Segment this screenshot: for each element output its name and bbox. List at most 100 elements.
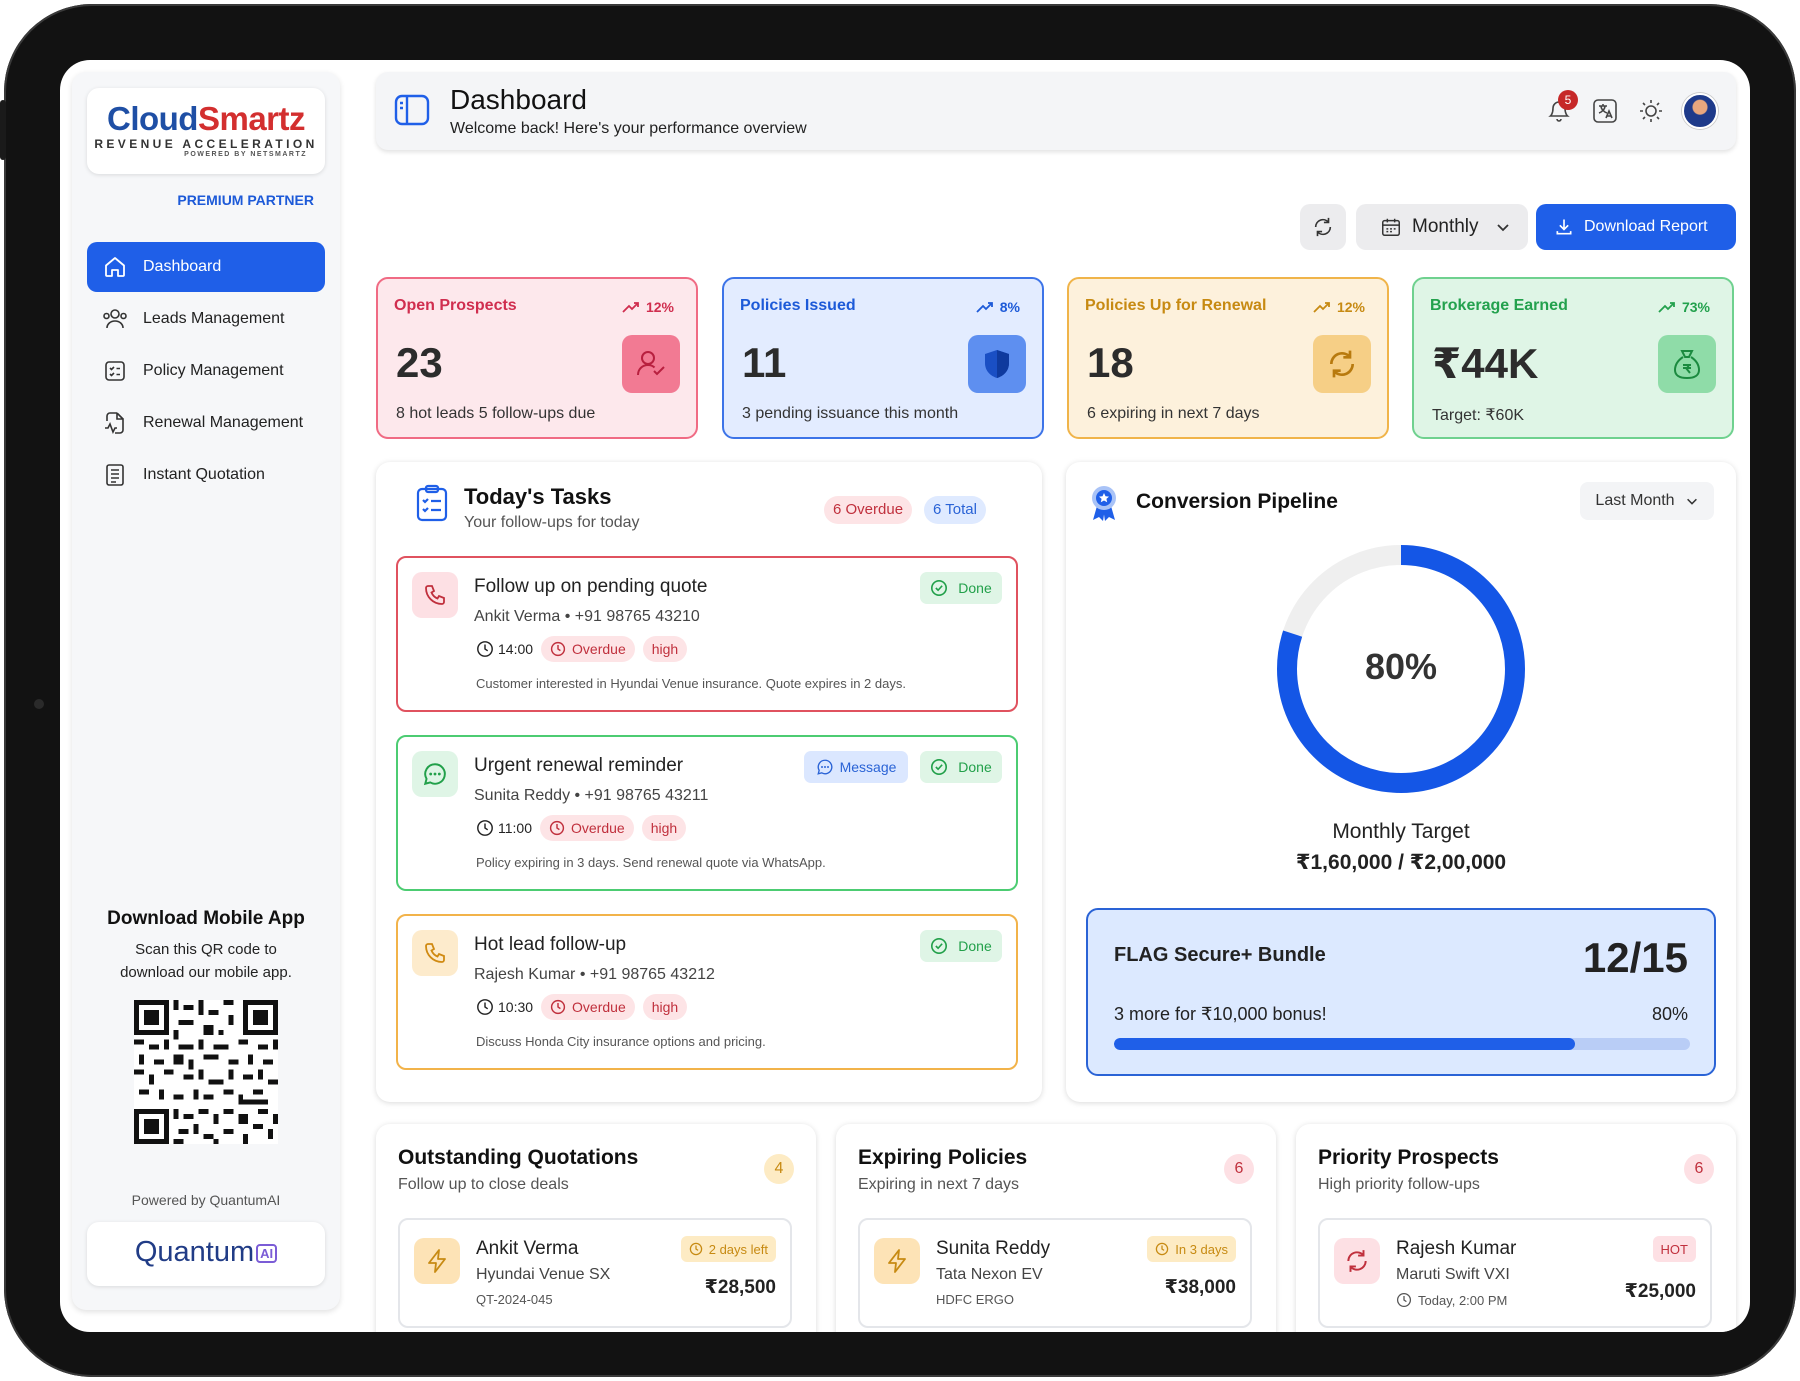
sidebar-toggle-icon[interactable]	[394, 94, 430, 131]
sidebar-item-policy[interactable]: Policy Management	[87, 346, 325, 396]
sidebar-item-label: Renewal Management	[143, 414, 304, 431]
notifications-button[interactable]: 5	[1536, 88, 1582, 134]
refresh-button[interactable]	[1300, 204, 1346, 250]
item-insurer: HDFC ERGO	[936, 1292, 1014, 1307]
pipeline-range-select[interactable]: Last Month	[1580, 482, 1714, 520]
count-badge: 6	[1684, 1154, 1714, 1184]
message-icon	[816, 759, 833, 775]
file-activity-icon	[101, 409, 129, 437]
item-name: Ankit Verma	[476, 1238, 579, 1259]
clock-icon	[477, 820, 493, 836]
card-title: Outstanding Quotations	[398, 1146, 639, 1169]
done-label: Done	[958, 938, 992, 954]
stat-card-open-prospects[interactable]: Open Prospects 12% 23 8 hot leads 5 foll…	[376, 277, 698, 439]
todays-tasks-panel: Today's Tasks Your follow-ups for today …	[376, 462, 1042, 1102]
theme-toggle[interactable]	[1628, 88, 1674, 134]
done-button[interactable]: Done	[920, 930, 1002, 962]
item-ref: QT-2024-045	[476, 1292, 553, 1307]
schedule-text: Today, 2:00 PM	[1418, 1292, 1508, 1308]
item-vehicle: Hyundai Venue SX	[476, 1266, 611, 1283]
page-subtitle: Welcome back! Here's your performance ov…	[450, 120, 807, 137]
done-button[interactable]: Done	[920, 751, 1002, 783]
sidebar-item-label: Dashboard	[143, 258, 222, 275]
notification-count: 5	[1558, 90, 1578, 110]
donut-progress-arc	[1277, 545, 1525, 793]
task-card[interactable]: Follow up on pending quote Ankit Verma •…	[396, 556, 1018, 712]
user-check-icon	[622, 335, 680, 393]
status-badge: Overdue	[541, 636, 635, 662]
quantum-logo[interactable]: Quantum AI	[87, 1222, 325, 1286]
clock-icon	[477, 641, 493, 657]
download-label: Download Report	[1584, 218, 1708, 235]
sidebar-item-quotation[interactable]: Instant Quotation	[87, 450, 325, 500]
sidebar-item-dashboard[interactable]: Dashboard	[87, 242, 325, 292]
sidebar-item-leads[interactable]: Leads Management	[87, 294, 325, 344]
stat-card-renewals[interactable]: Policies Up for Renewal 12% 18 6 expirin…	[1067, 277, 1389, 439]
sidebar-item-label: Leads Management	[143, 310, 285, 327]
stat-title: Open Prospects	[394, 297, 517, 314]
trending-up-icon	[1313, 302, 1330, 313]
quantum-ai-badge: AI	[256, 1243, 278, 1263]
stat-card-policies-issued[interactable]: Policies Issued 8% 11 3 pending issuance…	[722, 277, 1044, 439]
task-time-value: 10:30	[498, 999, 534, 1015]
sidebar: CloudSmartz REVENUE ACCELERATION POWERED…	[72, 72, 340, 1310]
stat-title: Brokerage Earned	[1430, 297, 1568, 314]
item-vehicle: Maruti Swift VXI	[1396, 1266, 1510, 1283]
translate-button[interactable]	[1582, 88, 1628, 134]
download-report-button[interactable]: Download Report	[1536, 204, 1736, 250]
task-meta: 11:00 Overdue high	[476, 815, 694, 841]
bundle-progress-track	[1114, 1038, 1690, 1050]
task-meta: 14:00 Overdue high	[476, 636, 695, 662]
stat-card-brokerage[interactable]: Brokerage Earned 73% ₹44K Target: ₹60K	[1412, 277, 1734, 439]
lightning-icon	[874, 1238, 920, 1284]
list-item[interactable]: Ankit Verma Hyundai Venue SX QT-2024-045…	[398, 1218, 792, 1328]
priority-badge: high	[642, 636, 688, 662]
list-item[interactable]: Sunita Reddy Tata Nexon EV HDFC ERGO In …	[858, 1218, 1252, 1328]
stat-desc: Target: ₹60K	[1432, 407, 1525, 424]
hot-badge: HOT	[1652, 1236, 1696, 1262]
sidebar-item-label: Instant Quotation	[143, 466, 265, 483]
stat-trend-value: 73%	[1681, 299, 1710, 315]
chevron-down-icon	[1496, 224, 1509, 232]
check-circle-icon	[931, 758, 948, 776]
priority-badge: high	[642, 994, 688, 1020]
phone-icon	[412, 572, 458, 618]
brand-logo[interactable]: CloudSmartz REVENUE ACCELERATION POWERED…	[87, 88, 325, 174]
card-subtitle: Expiring in next 7 days	[858, 1176, 1019, 1193]
bundle-percent: 80%	[1651, 1004, 1688, 1024]
monthly-target-label: Monthly Target	[1332, 820, 1470, 843]
users-icon	[101, 305, 129, 333]
stat-desc: 6 expiring in next 7 days	[1087, 405, 1260, 422]
list-item[interactable]: Rajesh Kumar Maruti Swift VXI Today, 2:0…	[1318, 1218, 1712, 1328]
task-card[interactable]: Hot lead follow-up Rajesh Kumar • +91 98…	[396, 914, 1018, 1070]
mobile-app-title: Download Mobile App	[107, 908, 305, 929]
sidebar-item-renewal[interactable]: Renewal Management	[87, 398, 325, 448]
bundle-name: FLAG Secure+ Bundle	[1114, 944, 1326, 966]
period-select[interactable]: Monthly	[1356, 204, 1528, 250]
stat-title: Policies Issued	[740, 297, 856, 314]
item-amount: ₹25,000	[1624, 1281, 1696, 1302]
qr-code[interactable]	[134, 1000, 278, 1144]
task-time-value: 11:00	[498, 820, 532, 836]
tasks-subtitle: Your follow-ups for today	[464, 514, 640, 531]
user-avatar[interactable]	[1682, 93, 1718, 129]
bundle-progress-card[interactable]: FLAG Secure+ Bundle 12/15 3 more for ₹10…	[1086, 908, 1716, 1076]
message-button[interactable]: Message	[804, 751, 908, 783]
item-name: Sunita Reddy	[936, 1238, 1051, 1259]
donut-percent-label: 80%	[1364, 646, 1438, 687]
clock-icon	[1396, 1292, 1412, 1308]
task-time-value: 14:00	[498, 641, 534, 657]
clock-icon	[550, 641, 566, 657]
count-badge: 4	[764, 1154, 794, 1184]
logo-powered: POWERED BY NETSMARTZ	[184, 151, 307, 158]
done-label: Done	[958, 759, 992, 775]
logo-tagline: REVENUE ACCELERATION	[94, 137, 318, 151]
task-time: 10:30	[476, 998, 533, 1016]
done-button[interactable]: Done	[920, 572, 1002, 604]
task-card[interactable]: Urgent renewal reminder Sunita Reddy • +…	[396, 735, 1018, 891]
tablet-camera	[34, 699, 44, 709]
checklist-icon	[101, 357, 129, 385]
item-amount: ₹38,000	[1164, 1277, 1236, 1298]
stat-trend: 12%	[1313, 299, 1365, 315]
download-icon	[1556, 219, 1572, 235]
